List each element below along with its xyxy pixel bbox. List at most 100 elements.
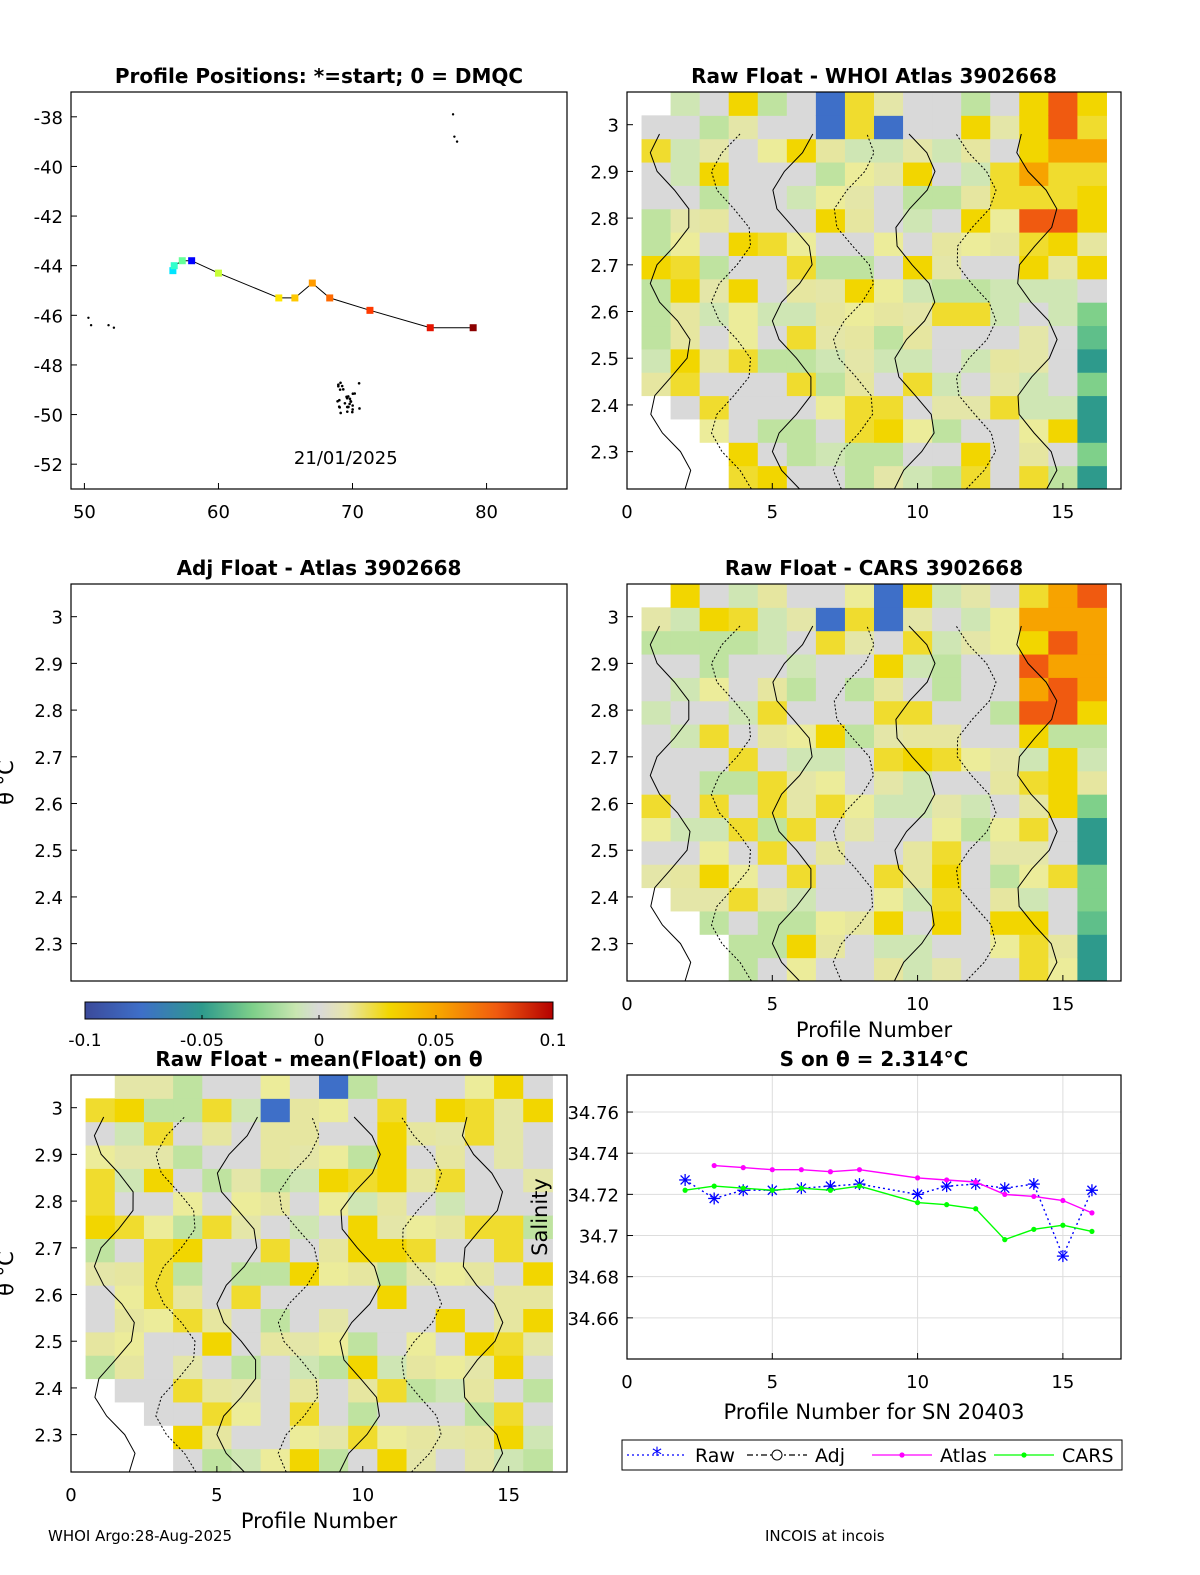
raw_cars-cell xyxy=(961,607,991,632)
raw-point xyxy=(1027,1178,1040,1191)
raw_mean-cell xyxy=(523,1168,553,1193)
raw_cars-cell xyxy=(757,654,788,678)
raw_mean-cell xyxy=(348,1145,378,1169)
raw_mean-cell xyxy=(494,1331,524,1356)
raw_mean-cell xyxy=(435,1331,466,1356)
raw_whoi-cell xyxy=(844,465,875,490)
atlas-point xyxy=(711,1162,717,1169)
raw_mean-cell xyxy=(202,1261,232,1286)
raw_whoi-cell xyxy=(699,208,730,233)
raw_whoi-cell xyxy=(1077,255,1107,280)
raw_whoi-cell xyxy=(1019,442,1049,467)
raw_whoi-cell xyxy=(815,185,846,210)
raw_cars-cell xyxy=(699,630,730,655)
raw_cars-cell xyxy=(932,840,962,865)
legend-label-atlas: Atlas xyxy=(940,1445,987,1467)
raw_whoi-cell xyxy=(641,302,672,327)
raw_whoi-cell xyxy=(1019,465,1049,490)
raw_mean-cell xyxy=(202,1378,232,1403)
raw_cars-cell xyxy=(990,910,1020,935)
raw_mean-cell xyxy=(377,1285,408,1310)
raw_whoi-cell xyxy=(815,232,846,256)
raw_mean-cell xyxy=(464,1145,495,1169)
raw_mean-cell xyxy=(143,1308,174,1333)
raw_cars-cell xyxy=(1077,910,1107,935)
raw_whoi-cell xyxy=(815,208,846,233)
raw_cars-cell xyxy=(786,910,817,935)
raw-point-stroke xyxy=(1086,1185,1097,1196)
raw_mean-cell xyxy=(114,1191,145,1216)
raw_mean-ytick-label: 2.3 xyxy=(34,1426,63,1447)
raw_mean-cell xyxy=(260,1168,291,1193)
raw_mean-cell xyxy=(143,1145,174,1169)
raw_cars-cell xyxy=(844,840,875,865)
raw_whoi-contour xyxy=(710,133,752,490)
raw_mean-cell xyxy=(523,1425,553,1450)
raw_cars-cell xyxy=(990,817,1020,842)
raw_cars-cell xyxy=(1019,887,1049,912)
raw_cars-cell xyxy=(990,864,1020,889)
raw_cars-cell xyxy=(844,700,875,725)
raw_whoi-cell xyxy=(1019,92,1049,116)
raw_mean-cell xyxy=(464,1121,495,1146)
raw_cars-cell xyxy=(990,887,1020,912)
raw_mean-cell xyxy=(406,1075,437,1099)
adj_atlas-ytick-label: 2.3 xyxy=(34,935,63,956)
raw_whoi-cell xyxy=(699,162,730,186)
raw_whoi-cell xyxy=(1019,208,1049,233)
raw_whoi-cell xyxy=(903,465,933,490)
raw_mean-cell xyxy=(435,1401,466,1426)
raw_cars-cell xyxy=(1019,607,1049,632)
kerguelen-island-dot xyxy=(340,384,344,388)
raw_mean-cell xyxy=(173,1261,203,1286)
raw_mean-cell xyxy=(435,1355,466,1380)
raw_cars-cell xyxy=(1019,934,1049,959)
raw_whoi-cell xyxy=(990,302,1020,327)
raw_whoi-cell xyxy=(786,138,817,163)
kerguelen-island-dot xyxy=(338,388,342,391)
raw_cars-cell xyxy=(699,654,730,678)
raw_cars-cell xyxy=(1019,794,1049,819)
raw_cars-cell xyxy=(699,864,730,889)
raw_whoi-cell xyxy=(641,325,672,350)
raw_whoi-cell xyxy=(728,348,759,373)
raw_mean-cell xyxy=(202,1215,232,1239)
raw_whoi-cell xyxy=(815,348,846,373)
adj_atlas-ytick-label: 2.7 xyxy=(34,748,63,769)
raw_whoi-cell xyxy=(1048,372,1078,397)
raw_cars-cell xyxy=(874,584,904,608)
raw_whoi-cell xyxy=(1077,162,1107,186)
raw_mean-cell xyxy=(435,1238,466,1263)
atlas-point xyxy=(798,1167,804,1173)
raw_cars-cell xyxy=(844,957,875,982)
raw_mean-cell xyxy=(435,1215,466,1239)
raw_mean-cell xyxy=(173,1215,203,1239)
raw_whoi-cell xyxy=(932,92,962,116)
raw_mean-cell xyxy=(260,1285,291,1310)
profile-position-marker xyxy=(326,294,334,302)
raw_cars-cell xyxy=(728,584,759,608)
raw_cars-cell xyxy=(1077,864,1107,889)
cars-point xyxy=(1002,1237,1008,1243)
raw_cars-cell xyxy=(699,677,730,702)
raw_cars-xtick-label: 5 xyxy=(767,994,778,1015)
kerguelen-island-dot xyxy=(348,397,352,401)
raw_mean-cell xyxy=(173,1401,203,1426)
raw_whoi-cell xyxy=(961,138,991,163)
raw_whoi-cell xyxy=(1019,302,1049,327)
raw_mean-cell xyxy=(319,1168,349,1193)
raw_mean-cell xyxy=(348,1098,378,1123)
raw_cars-cell xyxy=(932,957,962,982)
raw_whoi-cell xyxy=(903,348,933,373)
raw_mean-cell xyxy=(231,1308,262,1333)
raw_mean-cell xyxy=(406,1355,437,1380)
raw_mean-cell xyxy=(494,1238,524,1263)
raw_mean-cell xyxy=(523,1378,553,1403)
raw_mean-cell xyxy=(289,1331,320,1356)
raw_cars-cell xyxy=(699,724,730,748)
raw_whoi-cell xyxy=(990,418,1020,443)
raw_cars-cell xyxy=(728,840,759,865)
raw_mean-cell xyxy=(523,1308,553,1333)
raw_cars-cell xyxy=(670,654,701,678)
raw_cars-cell xyxy=(903,770,933,795)
